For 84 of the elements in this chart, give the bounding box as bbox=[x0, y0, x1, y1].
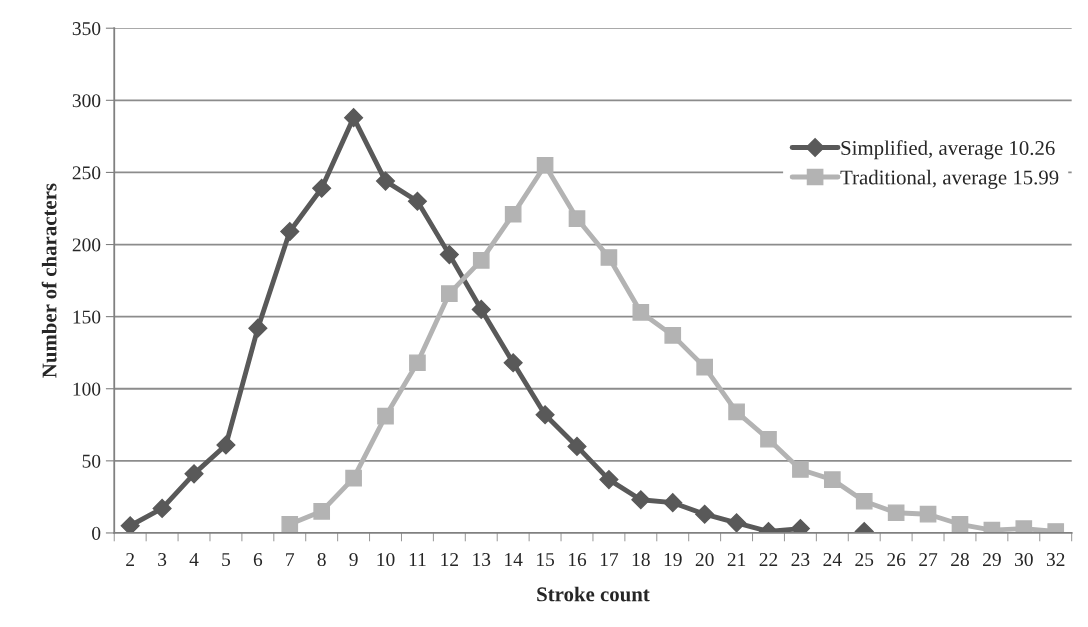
point bbox=[568, 210, 586, 227]
point bbox=[441, 285, 458, 302]
point bbox=[471, 299, 491, 319]
point bbox=[919, 505, 937, 523]
x-tick-label: 9 bbox=[349, 553, 358, 567]
point bbox=[312, 178, 332, 198]
point bbox=[632, 303, 650, 321]
x-tick-label: 13 bbox=[473, 553, 491, 567]
point bbox=[696, 358, 713, 376]
x-tick-label: 26 bbox=[887, 553, 906, 567]
point bbox=[727, 513, 747, 533]
y-tick-label: 200 bbox=[72, 238, 101, 252]
y-tick-label: 100 bbox=[73, 382, 101, 396]
point bbox=[280, 222, 300, 242]
x-tick-label: 22 bbox=[759, 553, 778, 566]
point bbox=[567, 436, 587, 456]
point bbox=[313, 502, 331, 520]
y-axis-title: Number of characters bbox=[41, 183, 57, 378]
y-tick-label: 250 bbox=[72, 166, 101, 180]
x-tick-label: 25 bbox=[855, 553, 874, 567]
point bbox=[407, 191, 427, 211]
point bbox=[503, 353, 523, 373]
x-tick-label: 3 bbox=[158, 553, 167, 567]
x-tick-label: 10 bbox=[377, 552, 395, 567]
point bbox=[728, 403, 745, 421]
x-tick-label: 2 bbox=[126, 553, 134, 566]
y-tick-label: 0 bbox=[92, 526, 101, 540]
point bbox=[344, 108, 364, 128]
x-tick-label: 17 bbox=[600, 553, 619, 566]
point bbox=[504, 205, 522, 223]
point bbox=[600, 249, 618, 266]
point bbox=[439, 245, 459, 265]
point bbox=[377, 407, 394, 425]
point bbox=[184, 464, 204, 484]
point bbox=[792, 461, 809, 478]
x-tick-label: 4 bbox=[189, 553, 199, 566]
point bbox=[599, 470, 619, 490]
x-tick-label: 23 bbox=[791, 553, 810, 567]
x-tick-label: 12 bbox=[441, 553, 458, 566]
point bbox=[281, 515, 299, 533]
x-tick-label: 29 bbox=[983, 553, 1001, 567]
point bbox=[409, 354, 426, 372]
point bbox=[631, 490, 651, 510]
legend-label: Simplified, average 10.26 bbox=[841, 140, 1055, 160]
x-tick-label: 5 bbox=[222, 553, 231, 567]
x-tick-label: 16 bbox=[568, 553, 587, 567]
point bbox=[472, 252, 490, 269]
point bbox=[855, 492, 873, 510]
point bbox=[664, 327, 682, 344]
x-tick-label: 11 bbox=[409, 553, 426, 566]
legend-label: Traditional, average 15.99 bbox=[840, 169, 1059, 189]
y-tick-label: 300 bbox=[72, 94, 101, 108]
point bbox=[536, 156, 554, 174]
x-tick-label: 18 bbox=[632, 552, 650, 567]
x-tick-label: 27 bbox=[919, 553, 938, 566]
x-tick-label: 21 bbox=[727, 553, 746, 566]
point bbox=[535, 405, 555, 425]
point bbox=[823, 471, 841, 488]
x-tick-label: 7 bbox=[286, 553, 295, 566]
x-tick-label: 32 bbox=[1046, 553, 1065, 567]
y-tick-label: 150 bbox=[73, 310, 101, 324]
x-axis-title: Stroke count bbox=[537, 586, 650, 602]
x-tick-label: 15 bbox=[537, 553, 555, 567]
point bbox=[375, 171, 396, 191]
x-tick-label: 14 bbox=[505, 553, 523, 566]
x-tick-label: 24 bbox=[823, 553, 842, 566]
x-tick-label: 6 bbox=[253, 553, 263, 567]
point bbox=[695, 504, 715, 524]
point bbox=[216, 435, 236, 455]
point bbox=[663, 493, 683, 513]
point bbox=[152, 498, 172, 518]
point bbox=[345, 469, 362, 487]
point bbox=[887, 504, 905, 522]
x-tick-label: 30 bbox=[1015, 552, 1033, 567]
point bbox=[951, 515, 969, 533]
point bbox=[120, 516, 140, 533]
point bbox=[248, 318, 268, 338]
x-tick-label: 19 bbox=[664, 553, 682, 567]
y-tick-label: 350 bbox=[72, 22, 101, 36]
x-tick-label: 8 bbox=[317, 552, 326, 567]
x-tick-label: 20 bbox=[695, 552, 714, 567]
point bbox=[760, 430, 777, 448]
x-tick-label: 28 bbox=[951, 552, 969, 567]
y-tick-label: 50 bbox=[82, 454, 101, 468]
